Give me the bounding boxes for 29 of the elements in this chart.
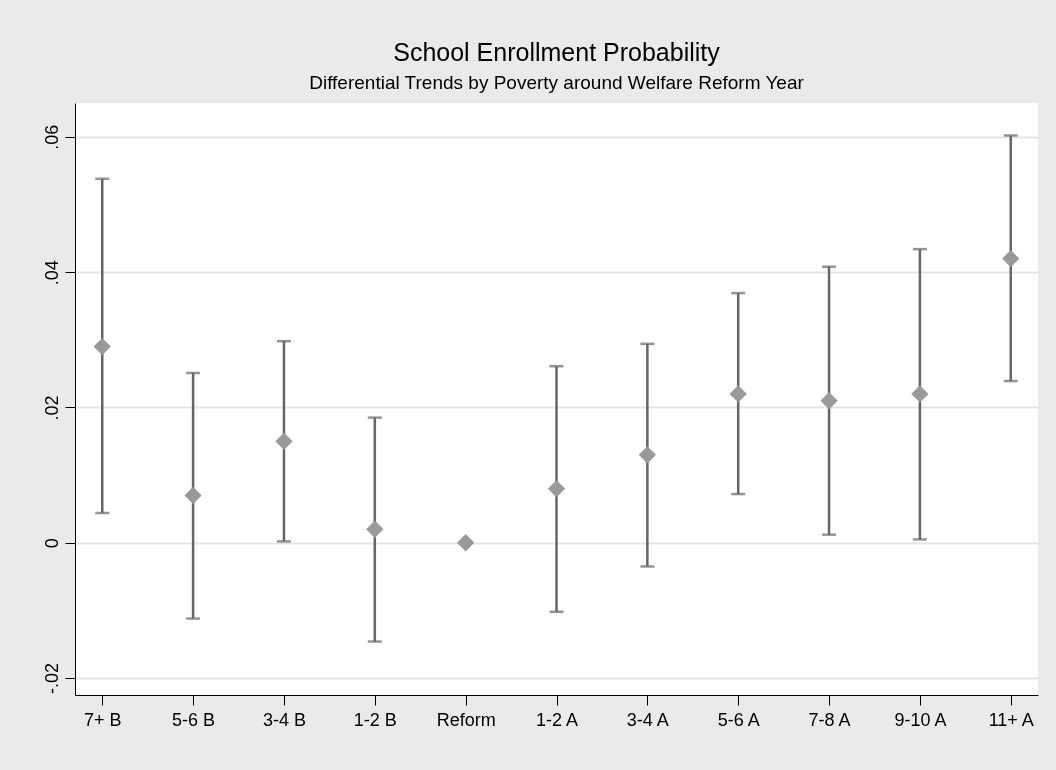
- point: [456, 534, 475, 552]
- x-tick-label: 1-2 B: [353, 709, 397, 730]
- point: [729, 385, 747, 403]
- y-tick-label: .02: [41, 395, 62, 421]
- point: [366, 520, 384, 538]
- y-tick-label: -.02: [41, 663, 62, 695]
- y-tick-label: .06: [41, 124, 62, 150]
- x-tick-label: 3-4 A: [626, 709, 669, 730]
- x-tick-label: 7-8 A: [808, 709, 851, 730]
- point: [1002, 249, 1020, 268]
- x-tick-label: 5-6 B: [172, 709, 216, 730]
- x-tick-label: Reform: [436, 709, 496, 730]
- point: [911, 385, 929, 403]
- x-tick-label: 9-10 A: [894, 709, 947, 730]
- chart-subtitle: Differential Trends by Poverty around Welfare Reform Year: [309, 72, 805, 93]
- point: [93, 337, 111, 356]
- x-tick-label: 11+ A: [988, 709, 1034, 730]
- point: [638, 446, 657, 464]
- x-tick-label: 5-6 A: [717, 709, 760, 730]
- x-tick-label: 1-2 A: [535, 709, 579, 730]
- y-tick-label: 0: [41, 538, 62, 549]
- point: [547, 479, 566, 498]
- y-tick-label: .04: [41, 260, 62, 286]
- x-tick-label: 7+ B: [83, 709, 122, 730]
- point: [820, 392, 838, 410]
- point: [275, 432, 293, 450]
- chart-title: School Enrollment Probability: [393, 38, 721, 66]
- point: [184, 486, 202, 505]
- x-tick-label: 3-4 B: [262, 709, 306, 730]
